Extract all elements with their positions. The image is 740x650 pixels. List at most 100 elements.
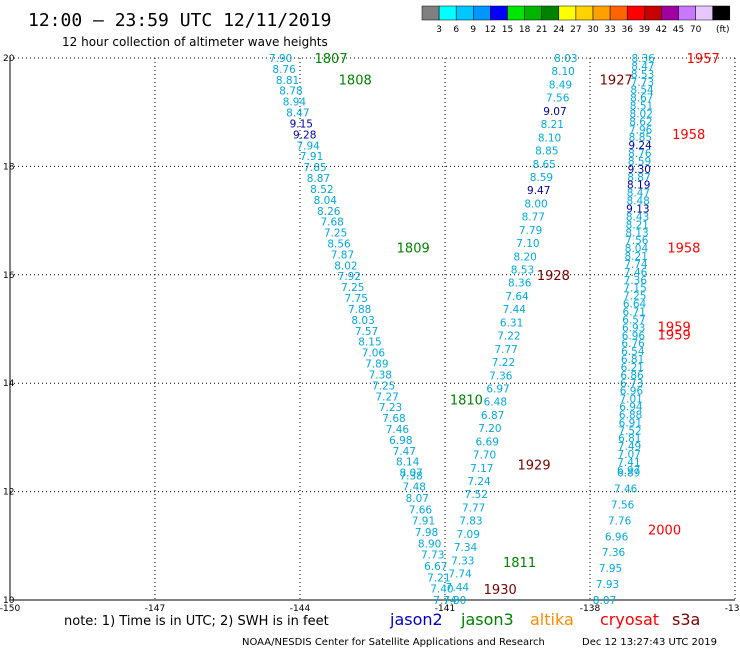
x-tick-label: -144 (290, 604, 311, 614)
legend-swatch (661, 5, 679, 21)
legend-swatch (626, 5, 645, 21)
pass-time-label: 1958 (672, 128, 705, 143)
wave-height-value: 7.48 (403, 482, 426, 494)
wave-height-value: 6.57 (622, 314, 645, 326)
legend-swatch (507, 5, 525, 21)
wave-height-value: 8.20 (513, 251, 536, 263)
wave-height-value: 7.01 (619, 394, 642, 406)
wave-height-value: 7.87 (331, 249, 354, 261)
pass-time-label: 2000 (648, 524, 681, 539)
wave-height-value: 8.02 (334, 260, 357, 272)
wave-height-value: 7.98 (415, 527, 438, 539)
wave-height-value: 8.21 (541, 119, 564, 131)
pass-time-label: 1810 (450, 393, 483, 408)
wave-height-value: 7.47 (393, 446, 416, 458)
wave-height-value: 8.47 (627, 188, 650, 200)
wave-height-value: 6.71 (623, 306, 646, 318)
wave-height-value: 7.91 (300, 151, 323, 163)
legend-tick-label: 39 (639, 25, 651, 35)
pass-time-label: 1958 (667, 242, 700, 257)
legend-tick-label: 27 (570, 25, 581, 35)
x-tick-label: -147 (145, 604, 165, 614)
wave-height-value: 7.79 (519, 225, 542, 237)
pass-time-label: 1957 (687, 52, 720, 67)
wave-height-value: 7.70 (473, 450, 496, 462)
wave-height-value: 6.21 (621, 362, 644, 374)
wave-height-value: 8.49 (549, 79, 572, 91)
legend-swatch (438, 5, 457, 21)
satellite-legend-altika: altika (530, 610, 574, 629)
wave-height-value: 8.48 (626, 196, 649, 208)
color-legend: 3 6 9 12 15 18 21 24 27 30 33 36 39 42 45 70 (421, 5, 731, 35)
wave-height-value: 7.10 (516, 238, 539, 250)
pass-time-label: 1807 (315, 52, 348, 67)
wave-height-value: 8.78 (279, 86, 302, 98)
wave-height-value: 6.87 (481, 410, 504, 422)
wave-height-value: 6.54 (621, 346, 645, 358)
legend-tick-label: 42 (656, 25, 667, 35)
wave-height-value: 7.52 (618, 425, 641, 437)
chart-subtitle: 12 hour collection of altimeter wave hei… (62, 35, 328, 49)
legend-swatch (678, 5, 696, 21)
wave-height-value: 7.17 (470, 463, 493, 475)
wave-height-value: 7.96 (629, 124, 653, 136)
legend-swatch (541, 5, 560, 21)
wave-height-value: 8.03 (351, 315, 374, 327)
legend-swatch (592, 5, 611, 21)
wave-height-value: 8.36 (631, 53, 655, 65)
wave-height-value: 7.15 (623, 283, 646, 295)
wave-height-value: 6.91 (619, 417, 642, 429)
wave-height-value: 6.81 (621, 354, 644, 366)
legend-swatch (490, 5, 508, 21)
wave-height-value: 8.94 (283, 97, 307, 109)
x-tick-label: -141 (435, 604, 455, 614)
legend-tick-label: 12 (485, 25, 496, 35)
wave-height-value: 7.38 (399, 470, 422, 482)
wave-height-value: 8.59 (530, 172, 553, 184)
legend-tick-label: 6 (453, 25, 459, 35)
pass-time-label: 1811 (503, 556, 536, 571)
legend-swatch (609, 5, 628, 21)
wave-height-value: 6.96 (622, 330, 646, 342)
wave-height-value: 8.54 (630, 85, 654, 97)
wave-height-value: 7.40 (430, 584, 453, 596)
pass-time-labels: 1807 1808 1809 1810 1811 1927 1928 1929 1930 1957… (315, 52, 720, 598)
legend-swatch (455, 5, 474, 21)
wave-height-value: 6.97 (486, 383, 509, 395)
wave-height-value: 6.89 (617, 468, 640, 480)
wave-height-value: 7.75 (345, 293, 368, 305)
wave-height-value: 8.53 (511, 265, 534, 277)
wave-height-value: 6.96 (605, 531, 629, 543)
wave-height-value: 8.04 (314, 195, 338, 207)
wave-height-value: 8.81 (276, 75, 299, 87)
wave-height-value: 7.41 (617, 457, 640, 469)
wave-height-value: 8.43 (626, 211, 649, 223)
satellite-legend-cryosat: cryosat (600, 610, 659, 629)
wave-height-value: 8.04 (625, 243, 649, 255)
wave-height-value: 7.06 (362, 348, 386, 360)
wave-height-value: 7.91 (412, 516, 435, 528)
wave-height-value: 8.19 (627, 180, 650, 192)
wave-height-value: 7.73 (421, 550, 444, 562)
wave-height-value: 8.14 (396, 457, 420, 469)
wave-height-value: 7.89 (365, 359, 388, 371)
wave-height-value: 8.62 (629, 116, 652, 128)
wave-height-value: 6.96 (620, 386, 644, 398)
wave-height-value: 7.34 (454, 542, 478, 554)
wave-height-value: 8.87 (627, 172, 650, 184)
wave-height-value: 7.25 (623, 291, 646, 303)
wave-height-value: 7.93 (596, 579, 619, 591)
wave-height-value: 7.27 (375, 391, 398, 403)
wave-height-value: 7.09 (457, 529, 480, 541)
wave-height-value: 7.76 (608, 515, 632, 527)
wave-height-value: 7.44 (503, 304, 527, 316)
wave-height-value: 7.56 (546, 93, 570, 105)
wave-height-value: 7.95 (599, 563, 622, 575)
legend-swatch (644, 5, 662, 21)
legend-swatch (473, 5, 491, 21)
wave-height-value: 7.64 (505, 291, 529, 303)
wave-height-value: 7.68 (382, 413, 405, 425)
wave-height-value: 6.69 (476, 436, 499, 448)
wave-height-value: 8.87 (307, 173, 330, 185)
wave-height-value: 8.02 (630, 108, 653, 120)
